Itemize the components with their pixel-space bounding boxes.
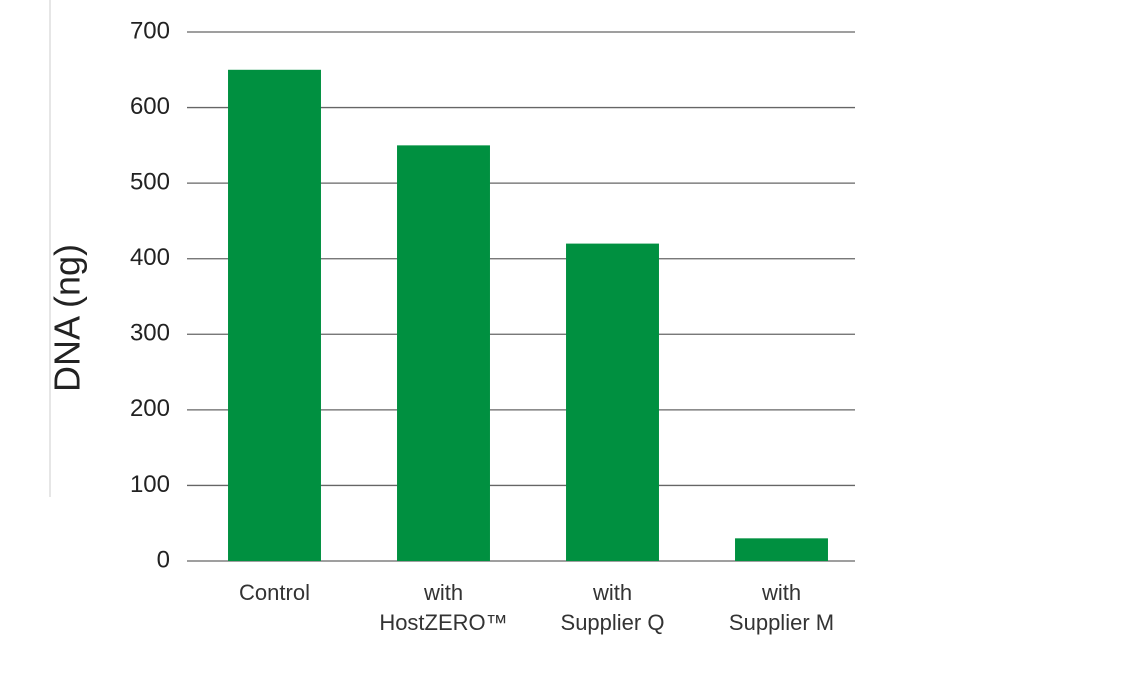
x-tick-label-line: with	[423, 580, 463, 605]
y-tick-label: 0	[157, 546, 170, 573]
bar	[735, 538, 828, 561]
bar	[566, 243, 659, 561]
x-tick-label-line: HostZERO™	[379, 610, 507, 635]
x-tick-label-line: with	[592, 580, 632, 605]
y-tick-label: 700	[130, 17, 170, 44]
x-tick-label-line: Supplier Q	[561, 610, 665, 635]
x-tick-label-line: Control	[239, 580, 310, 605]
y-tick-label: 100	[130, 471, 170, 498]
x-tick-label: with Supplier Q	[561, 580, 665, 635]
y-tick-label: 400	[130, 244, 170, 271]
x-tick-label: with HostZERO™	[379, 580, 507, 635]
y-tick-label: 600	[130, 93, 170, 120]
bar	[228, 69, 321, 562]
x-tick-label: with Supplier M	[729, 580, 834, 635]
x-tick-label-line: Supplier M	[729, 610, 834, 635]
x-tick-label-line: with	[761, 580, 801, 605]
y-tick-label: 500	[130, 168, 170, 195]
x-tick-label: Control	[239, 580, 310, 605]
bar	[397, 145, 490, 561]
y-tick-label: 200	[130, 395, 170, 422]
y-axis-title: DNA (ng)	[47, 244, 88, 392]
y-tick-label: 300	[130, 320, 170, 347]
